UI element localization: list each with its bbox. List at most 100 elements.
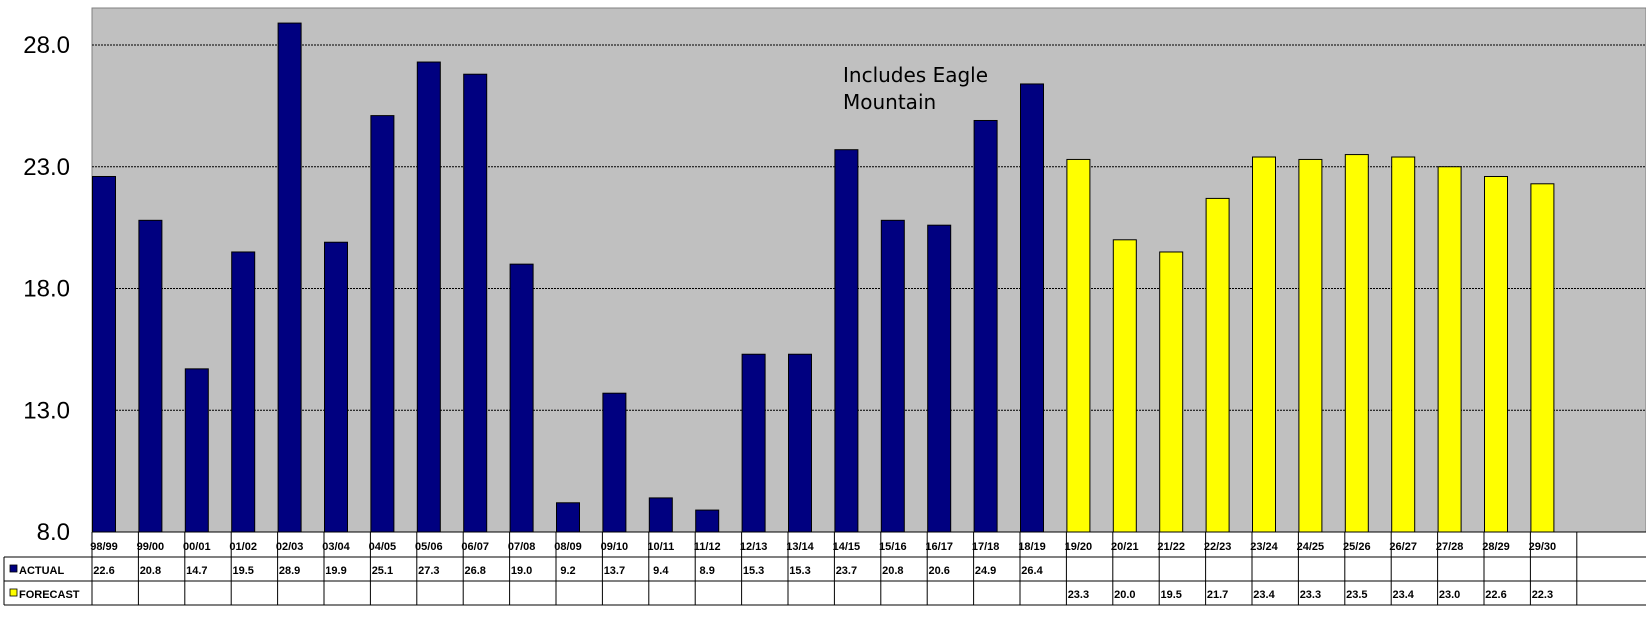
legend-swatch-forecast bbox=[9, 588, 18, 597]
x-tick-label: 21/22 bbox=[1157, 541, 1185, 553]
bar-actual bbox=[973, 119, 998, 533]
x-tick-label: 28/29 bbox=[1482, 541, 1510, 553]
x-tick-label: 02/03 bbox=[276, 541, 304, 553]
bar-actual bbox=[184, 368, 209, 533]
data-label-actual: 26.8 bbox=[464, 565, 485, 577]
bar-actual bbox=[927, 224, 952, 533]
data-label-actual: 14.7 bbox=[186, 565, 207, 577]
data-label-actual: 15.3 bbox=[743, 565, 764, 577]
x-tick-label: 17/18 bbox=[972, 541, 1000, 553]
x-tick-label: 04/05 bbox=[369, 541, 397, 553]
data-label-actual: 8.9 bbox=[700, 565, 715, 577]
data-label-actual: 20.8 bbox=[882, 565, 903, 577]
x-tick-label: 05/06 bbox=[415, 541, 443, 553]
bar-forecast bbox=[1391, 156, 1416, 533]
data-label-actual: 25.1 bbox=[372, 565, 393, 577]
bar-actual bbox=[648, 497, 673, 533]
data-label-actual: 27.3 bbox=[418, 565, 439, 577]
x-tick-label: 12/13 bbox=[740, 541, 768, 553]
x-tick-label: 98/99 bbox=[90, 541, 118, 553]
data-label-actual: 20.6 bbox=[928, 565, 949, 577]
data-label-actual: 19.9 bbox=[325, 565, 346, 577]
bar-actual bbox=[1020, 83, 1044, 533]
data-label-actual: 28.9 bbox=[279, 565, 300, 577]
data-label-actual: 19.0 bbox=[511, 565, 532, 577]
legend-label-forecast: FORECAST bbox=[19, 589, 80, 601]
bar-forecast bbox=[1066, 158, 1091, 533]
x-tick-label: 01/02 bbox=[229, 541, 257, 553]
legend-swatch-actual bbox=[9, 564, 18, 573]
bar-forecast bbox=[1252, 156, 1276, 533]
data-label-forecast: 23.5 bbox=[1346, 589, 1367, 601]
gridlines bbox=[92, 44, 1646, 411]
x-tick-label: 06/07 bbox=[461, 541, 489, 553]
data-label-forecast: 22.3 bbox=[1532, 589, 1553, 601]
bar-actual bbox=[556, 502, 580, 533]
data-label-actual: 20.8 bbox=[140, 565, 161, 577]
plot-area bbox=[91, 7, 1646, 533]
bar-actual bbox=[92, 175, 116, 533]
data-label-forecast: 23.0 bbox=[1439, 589, 1460, 601]
bar-forecast bbox=[1112, 239, 1137, 533]
x-tick-label: 22/23 bbox=[1204, 541, 1232, 553]
x-tick-label: 26/27 bbox=[1389, 541, 1417, 553]
data-label-actual: 13.7 bbox=[604, 565, 625, 577]
x-tick-label: 24/25 bbox=[1297, 541, 1325, 553]
x-tick-label: 27/28 bbox=[1436, 541, 1464, 553]
x-tick-label: 10/11 bbox=[647, 541, 674, 553]
y-tick-label: 18.0 bbox=[23, 276, 70, 303]
bar-forecast bbox=[1298, 158, 1323, 533]
x-tick-label: 15/16 bbox=[879, 541, 907, 553]
bar-actual bbox=[788, 353, 812, 533]
bar-actual bbox=[416, 61, 441, 533]
data-label-actual: 19.5 bbox=[232, 565, 253, 577]
data-label-actual: 9.2 bbox=[560, 565, 575, 577]
bar-actual bbox=[277, 22, 302, 533]
x-tick-label: 23/24 bbox=[1250, 541, 1278, 553]
x-tick-label: 18/19 bbox=[1018, 541, 1046, 553]
x-tick-label: 25/26 bbox=[1343, 541, 1371, 553]
data-label-forecast: 21.7 bbox=[1207, 589, 1228, 601]
bar-actual bbox=[509, 263, 534, 533]
data-label-forecast: 19.5 bbox=[1160, 589, 1181, 601]
data-label-actual: 15.3 bbox=[789, 565, 810, 577]
data-label-forecast: 23.4 bbox=[1253, 589, 1275, 601]
y-axis: 8.0 13.0 18.0 23.0 28.0 bbox=[23, 32, 70, 546]
annotation-line-2: Mountain bbox=[843, 90, 936, 114]
bar-actual bbox=[138, 219, 163, 533]
x-tick-label: 00/01 bbox=[183, 541, 211, 553]
y-tick-label: 28.0 bbox=[23, 32, 70, 59]
data-label-forecast: 23.4 bbox=[1392, 589, 1414, 601]
bar-actual bbox=[741, 353, 766, 533]
x-tick-label: 07/08 bbox=[508, 541, 536, 553]
bar-forecast bbox=[1437, 166, 1462, 533]
bar-forecast bbox=[1484, 175, 1508, 533]
x-tick-label: 19/20 bbox=[1065, 541, 1093, 553]
x-tick-label: 20/21 bbox=[1111, 541, 1139, 553]
bar-actual bbox=[370, 115, 395, 533]
y-tick-label: 8.0 bbox=[37, 519, 70, 546]
bar-actual bbox=[463, 73, 488, 533]
x-tick-label: 08/09 bbox=[554, 541, 582, 553]
data-table: 98/99 99/00 00/01 01/02 02/03 03/04 04/05 05/06… bbox=[3, 531, 1646, 606]
x-tick-label: 29/30 bbox=[1529, 541, 1557, 553]
x-tick-label: 09/10 bbox=[601, 541, 629, 553]
bar-actual bbox=[602, 392, 627, 533]
x-tick-label: 03/04 bbox=[322, 541, 350, 553]
bar-forecast bbox=[1344, 154, 1369, 533]
data-label-forecast: 22.6 bbox=[1485, 589, 1506, 601]
data-label-actual: 24.9 bbox=[975, 565, 996, 577]
x-tick-label: 16/17 bbox=[925, 541, 953, 553]
data-label-actual: 22.6 bbox=[93, 565, 114, 577]
bar-forecast bbox=[1205, 197, 1230, 533]
data-label-forecast: 23.3 bbox=[1300, 589, 1321, 601]
y-tick-label: 23.0 bbox=[23, 154, 70, 181]
bar-actual bbox=[880, 219, 905, 533]
data-label-actual: 26.4 bbox=[1021, 565, 1043, 577]
bar-forecast bbox=[1159, 251, 1184, 533]
annotation-line-1: Includes Eagle bbox=[843, 63, 988, 87]
data-label-actual: 23.7 bbox=[836, 565, 857, 577]
data-label-forecast: 20.0 bbox=[1114, 589, 1135, 601]
y-tick-label: 13.0 bbox=[23, 397, 70, 424]
